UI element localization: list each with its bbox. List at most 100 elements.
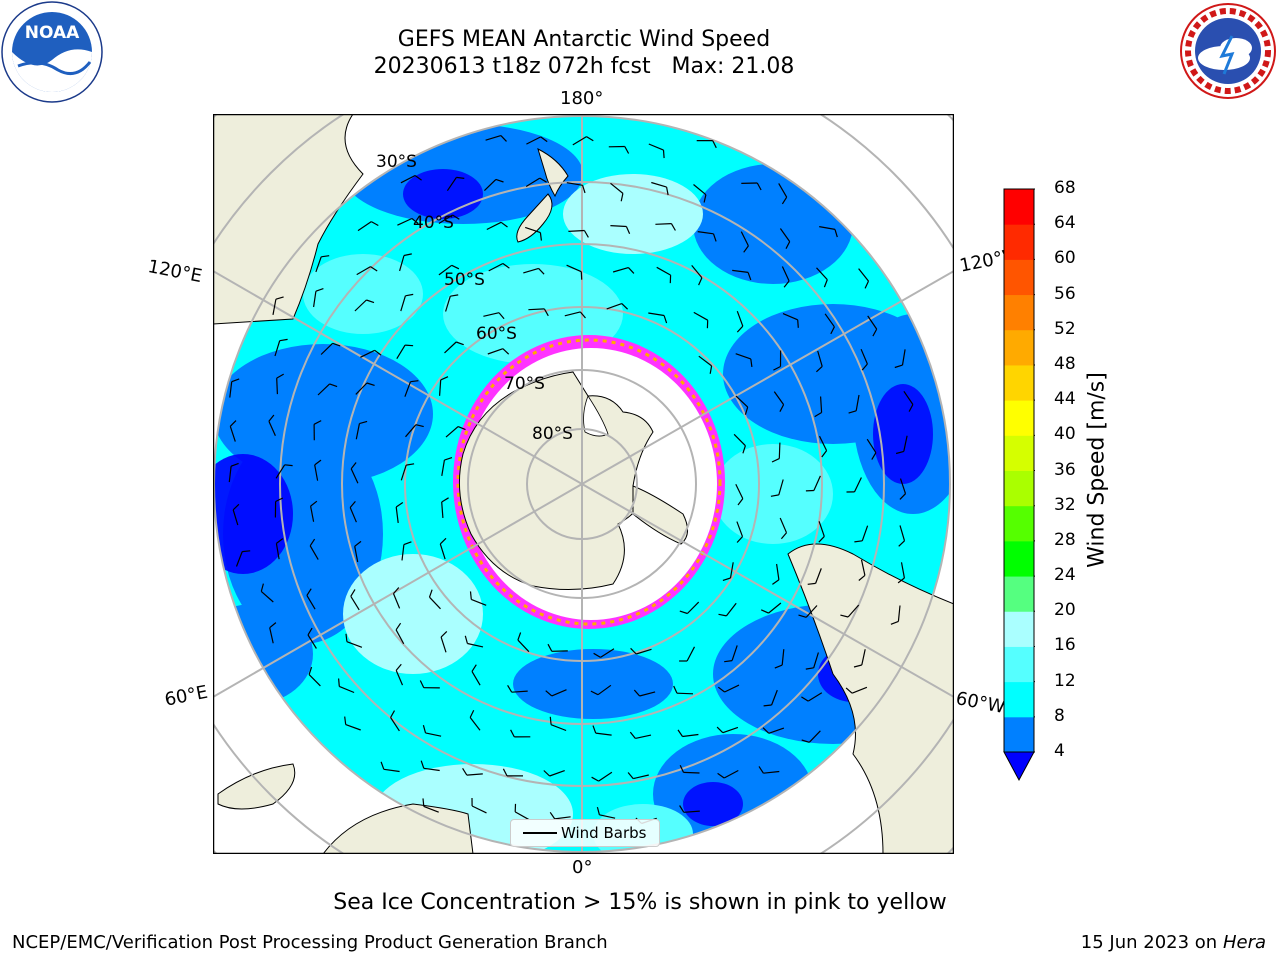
colorbar-tick-label: 60 [1054, 248, 1076, 269]
wind-barb-feather [797, 319, 799, 328]
wind-barb [423, 805, 439, 813]
wind-barb [598, 771, 613, 782]
wind-barb-feather [540, 136, 548, 143]
wind-barb-feather [781, 196, 788, 205]
wind-barb-feather [276, 373, 284, 379]
wind-barb-feather [582, 185, 586, 194]
wind-barb [858, 268, 869, 282]
wind-barb-feather [440, 376, 449, 381]
wind-barb-feather [420, 760, 425, 769]
wind-barb-feather [502, 768, 508, 777]
wind-barb [778, 479, 784, 496]
wind-barb-feather [742, 445, 746, 454]
wind-barb-feather [231, 378, 240, 383]
wind-barb [781, 266, 790, 282]
wind-barb [566, 264, 582, 273]
wind-barb-feather [760, 609, 769, 614]
wind-barb [314, 464, 319, 481]
wind-barb-feather [366, 382, 375, 386]
wind-barb-feather [393, 587, 400, 594]
wind-barb [526, 136, 541, 145]
ross-ice-shelf [583, 395, 609, 437]
wind-barb-feather [770, 494, 779, 497]
wind-barb [528, 308, 545, 311]
wind-barb [355, 423, 360, 440]
wind-barb [395, 670, 404, 686]
wind-barb-feather [779, 404, 785, 412]
wind-barb [354, 546, 359, 563]
wind-barb-feather [771, 458, 780, 463]
wind-barb-feather [621, 303, 629, 310]
wind-barb-feather [853, 664, 862, 668]
wind-barb [444, 341, 457, 354]
wind-barb [656, 266, 671, 276]
wind-barb [861, 649, 866, 666]
colorbar-tick-label: 64 [1054, 213, 1076, 234]
wind-barb [355, 382, 368, 395]
wind-barb-feather [840, 614, 849, 618]
wind-barb [595, 732, 612, 736]
wind-barb [639, 691, 656, 697]
wind-barb-feather [549, 811, 556, 820]
wind-barb [228, 466, 232, 483]
wind-barb-feather [698, 277, 703, 286]
wind-barb-feather [899, 493, 906, 500]
wind-barb-feather [772, 579, 780, 585]
wind-barb [383, 768, 400, 773]
wind-barb [861, 525, 869, 541]
wind-barb-feather [815, 365, 823, 373]
wind-barb [686, 646, 696, 662]
wind-barb [310, 505, 315, 522]
wind-barb-feather [502, 263, 510, 269]
wind-barb [404, 381, 412, 397]
wind-barb-feather [314, 459, 322, 466]
wind-barb [736, 521, 744, 537]
wind-barb-legend-symbol [523, 832, 557, 834]
colorbar-tick-label: 32 [1054, 494, 1076, 515]
colorbar-tick-label: 52 [1054, 318, 1076, 339]
lat-label-60s: 60°S [476, 324, 517, 344]
wind-barb-feather [403, 253, 412, 257]
wind-barb-feather [422, 725, 427, 734]
colorbar-band [1004, 224, 1034, 260]
wind-barb-feather [858, 574, 866, 581]
colorbar-tick-label: 44 [1054, 389, 1076, 410]
wind-barb-feather [897, 577, 905, 584]
wind-barb [648, 143, 664, 151]
wind-barb-feather [756, 182, 762, 191]
wind-barb [897, 605, 901, 622]
wind-barb [815, 568, 822, 584]
wind-barb-feather [629, 731, 636, 739]
wind-barb [771, 689, 778, 706]
wind-barb [441, 501, 444, 518]
wind-barb [339, 685, 355, 694]
wind-barb-feather [670, 223, 676, 231]
wind-barb [820, 396, 823, 413]
wind-barb-feather [422, 798, 425, 807]
wind-barb [274, 340, 281, 357]
polar-map: Wind Barbs [213, 114, 954, 854]
wind-barb-feather [539, 177, 547, 183]
footer-branch: NCEP/EMC/Verification Post Processing Pr… [12, 932, 608, 953]
wind-barb-feather [898, 540, 905, 547]
wind-barb-feather [774, 664, 783, 669]
wind-barb-feather [744, 406, 749, 415]
wind-barb-feather [313, 420, 322, 425]
wind-barb-feather [495, 178, 504, 183]
wind-barb [612, 267, 629, 273]
wind-barb [392, 593, 401, 609]
wind-barb-feather [457, 426, 466, 431]
wind-barb [306, 595, 316, 610]
footer-date-text: 15 Jun 2023 on [1080, 932, 1218, 953]
wind-barb [773, 391, 785, 405]
wind-barb-feather [344, 716, 347, 725]
wind-barb [423, 767, 440, 772]
wind-barb [523, 267, 539, 274]
wind-barb-feather [500, 221, 508, 228]
wind-barb [269, 627, 274, 644]
wind-barb [568, 229, 585, 232]
wind-barb-feather [737, 498, 744, 506]
wind-barb-feather [507, 684, 513, 693]
wind-barb [735, 483, 744, 499]
wind-barb [610, 225, 627, 228]
